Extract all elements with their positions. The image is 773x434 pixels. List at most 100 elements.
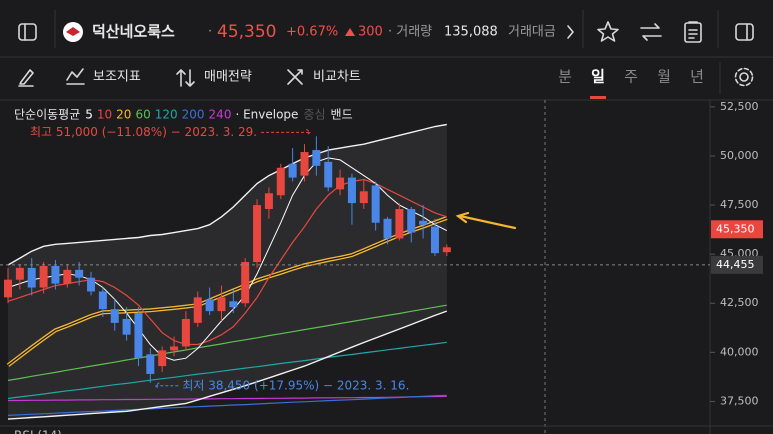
price-chart: 37,50040,00042,50045,00047,50050,00052,5… bbox=[0, 100, 773, 434]
crosshair-price-box bbox=[711, 255, 763, 274]
up-triangle bbox=[345, 28, 355, 36]
y-tick-label: 37,500 bbox=[720, 394, 759, 407]
candle-body bbox=[419, 220, 428, 225]
lower-pane-label: RSI (14) bbox=[14, 429, 62, 434]
candle-body bbox=[158, 350, 167, 367]
amount-label: 거래대금 bbox=[508, 25, 556, 40]
change-pct: +0.67% bbox=[286, 25, 338, 40]
candle-body bbox=[347, 177, 356, 204]
candle-body bbox=[300, 152, 309, 176]
candle-body bbox=[87, 277, 96, 292]
more-arrow[interactable] bbox=[567, 25, 574, 39]
legend-band: 밴드 bbox=[331, 108, 353, 122]
fade bbox=[555, 10, 583, 54]
ma-line bbox=[7, 341, 447, 400]
candle-body bbox=[193, 297, 202, 323]
y-tick-label: 52,500 bbox=[720, 100, 759, 113]
period-tab[interactable]: 년 bbox=[690, 68, 704, 86]
volume: 135,088 bbox=[444, 25, 498, 40]
candle-body bbox=[4, 279, 12, 298]
candle-body bbox=[383, 218, 392, 239]
last-price-box bbox=[711, 220, 763, 239]
last-price-label: 45,350 bbox=[716, 222, 755, 235]
candle-body bbox=[134, 313, 143, 359]
tool-strategy[interactable]: 매매전략 bbox=[204, 70, 252, 85]
stock-logo-mark bbox=[66, 27, 80, 36]
candle-body bbox=[359, 191, 368, 204]
draw-icon[interactable] bbox=[18, 69, 34, 87]
sidebar-icon[interactable] bbox=[18, 23, 37, 41]
price: 45,350 bbox=[217, 22, 276, 42]
candle-body bbox=[324, 161, 333, 188]
candle-body bbox=[229, 301, 238, 308]
ma-line-inner bbox=[7, 217, 448, 366]
candle-body bbox=[312, 150, 321, 166]
candle-body bbox=[170, 346, 179, 351]
candle-body bbox=[442, 247, 451, 253]
legend-item: 240 bbox=[209, 108, 232, 122]
tool-indicator[interactable]: 보조지표 bbox=[93, 70, 141, 85]
period-tab[interactable]: 주 bbox=[624, 68, 638, 86]
candle-body bbox=[122, 318, 131, 335]
candle-body bbox=[27, 267, 36, 288]
candle-body bbox=[217, 297, 226, 312]
candle-body bbox=[241, 262, 250, 304]
candle-body bbox=[430, 226, 439, 254]
settings-icon-teeth bbox=[734, 67, 754, 87]
ma-line bbox=[7, 304, 447, 381]
legend-envelope: · Envelope bbox=[235, 108, 298, 122]
candle-body bbox=[146, 354, 155, 374]
period-tab[interactable]: 분 bbox=[558, 68, 572, 86]
period-underline bbox=[590, 96, 606, 99]
envelope-band bbox=[8, 124, 447, 420]
high-arrow bbox=[261, 128, 312, 136]
candle-body bbox=[15, 267, 24, 280]
candle-body bbox=[336, 177, 345, 190]
legend-item: 200 bbox=[182, 108, 205, 122]
ma-line bbox=[8, 395, 447, 402]
y-tick-label: 40,000 bbox=[720, 345, 759, 358]
settings-icon[interactable] bbox=[739, 72, 749, 82]
y-tick-label: 47,500 bbox=[720, 198, 759, 211]
indicator-icon bbox=[66, 68, 85, 85]
memo-icon[interactable] bbox=[684, 22, 702, 43]
candle-body bbox=[253, 205, 262, 263]
toolbar: 보조지표 매매전략 비교차트 분 일 주 월 년 bbox=[0, 62, 773, 101]
candle-body bbox=[110, 309, 119, 323]
strategy-icon bbox=[176, 69, 195, 87]
candle-body bbox=[51, 265, 60, 284]
stock-name[interactable]: 덕산네오룩스 bbox=[92, 23, 175, 41]
legend-item: 60 bbox=[135, 108, 150, 122]
separator: · bbox=[208, 25, 212, 40]
y-tick-label: 42,500 bbox=[720, 296, 759, 309]
candle-body bbox=[75, 269, 84, 278]
header-bar: 덕산네오룩스 · 45,350 +0.67% 300 · 거래량 135,088… bbox=[0, 10, 773, 58]
volume-label: · 거래량 bbox=[388, 25, 432, 40]
candle-body bbox=[63, 269, 72, 284]
period-tab[interactable]: 일 bbox=[591, 68, 605, 86]
legend-item: 120 bbox=[155, 108, 178, 122]
candle-body bbox=[98, 291, 107, 310]
legend-item: 20 bbox=[116, 108, 131, 122]
compare-icon bbox=[287, 69, 303, 85]
pointer-arrow bbox=[455, 211, 517, 230]
legend-title: 단순이동평균 bbox=[14, 108, 80, 122]
y-tick-label: 50,000 bbox=[720, 149, 759, 162]
low-arrow bbox=[154, 382, 179, 390]
crosshair-price-label: 44,455 bbox=[716, 258, 755, 271]
favorite-icon[interactable] bbox=[597, 21, 619, 42]
candle-body bbox=[276, 167, 285, 196]
envelope-upper bbox=[7, 123, 447, 266]
candle-body bbox=[264, 193, 273, 209]
low-annotation: 최저 38,450 (+17.95%) − 2023. 3. 16. bbox=[182, 378, 409, 392]
legend-center: 중심 bbox=[303, 108, 325, 122]
tool-compare[interactable]: 비교차트 bbox=[313, 70, 361, 85]
legend-item: 5 bbox=[85, 108, 93, 122]
swap-icon[interactable] bbox=[640, 23, 662, 41]
candle-body bbox=[407, 208, 416, 233]
panel-icon[interactable] bbox=[735, 23, 754, 41]
period-tab[interactable]: 월 bbox=[657, 68, 671, 86]
ma-line bbox=[7, 178, 447, 346]
